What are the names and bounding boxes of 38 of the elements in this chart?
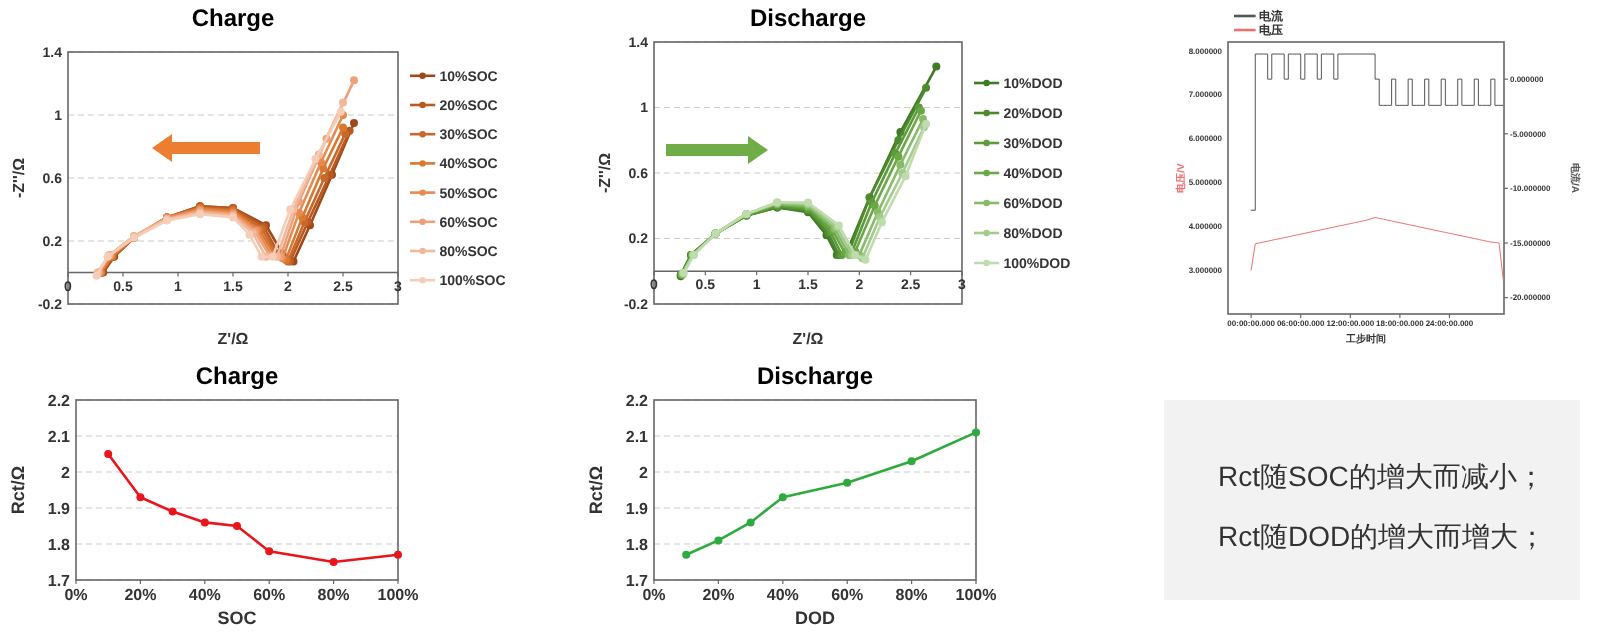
text: Rct随DOD的增大而增大； bbox=[1218, 520, 1547, 552]
y-tick-label: 2.1 bbox=[625, 427, 650, 446]
y-tick-label: 1.7 bbox=[47, 571, 72, 590]
y-axis-title: -Z''/Ω bbox=[596, 151, 614, 193]
x-axis-title: Z'/Ω bbox=[217, 330, 250, 348]
y-tick-label: 2 bbox=[639, 463, 650, 482]
chart-title: Discharge bbox=[756, 362, 874, 390]
y-tick-label: 1.9 bbox=[625, 499, 650, 518]
y-tick-label: 2.1 bbox=[47, 427, 72, 446]
x-tick-label: 0% bbox=[64, 586, 88, 604]
chart-title: Charge bbox=[191, 4, 275, 32]
x-tick-label: 80% bbox=[317, 586, 350, 604]
chart-title: Discharge bbox=[749, 4, 867, 32]
x-tick-label: 60% bbox=[831, 586, 864, 604]
y-tick-label: 1.8 bbox=[625, 535, 650, 554]
y-tick-label: 2 bbox=[61, 463, 72, 482]
x-tick-label: 60% bbox=[253, 586, 286, 604]
x-axis-title: SOC bbox=[217, 608, 258, 628]
x-axis-title: DOD bbox=[795, 608, 836, 628]
x-tick-label: 80% bbox=[895, 586, 928, 604]
x-axis-title: Z'/Ω bbox=[792, 330, 825, 348]
y-tick-label: 2.2 bbox=[47, 391, 72, 410]
x-tick-label: 100% bbox=[377, 586, 419, 604]
chart-title: Charge bbox=[195, 362, 279, 390]
y-axis-title: Rct/Ω bbox=[8, 465, 28, 515]
y-tick-label: 2.2 bbox=[625, 391, 650, 410]
text: Rct随SOC的增大而减小； bbox=[1218, 460, 1545, 492]
y-tick-label: 1.8 bbox=[47, 535, 72, 554]
x-tick-label: 0% bbox=[642, 586, 666, 604]
x-tick-label: 40% bbox=[766, 586, 799, 604]
x-tick-label: 40% bbox=[188, 586, 221, 604]
y-tick-label: 1.9 bbox=[47, 499, 72, 518]
x-tick-label: 20% bbox=[702, 586, 735, 604]
x-tick-label: 100% bbox=[955, 586, 997, 604]
y-tick-label: 1.7 bbox=[625, 571, 650, 590]
x-tick-label: 20% bbox=[124, 586, 157, 604]
y-axis-title: Rct/Ω bbox=[586, 465, 606, 515]
y-axis-title: -Z''/Ω bbox=[10, 156, 28, 198]
